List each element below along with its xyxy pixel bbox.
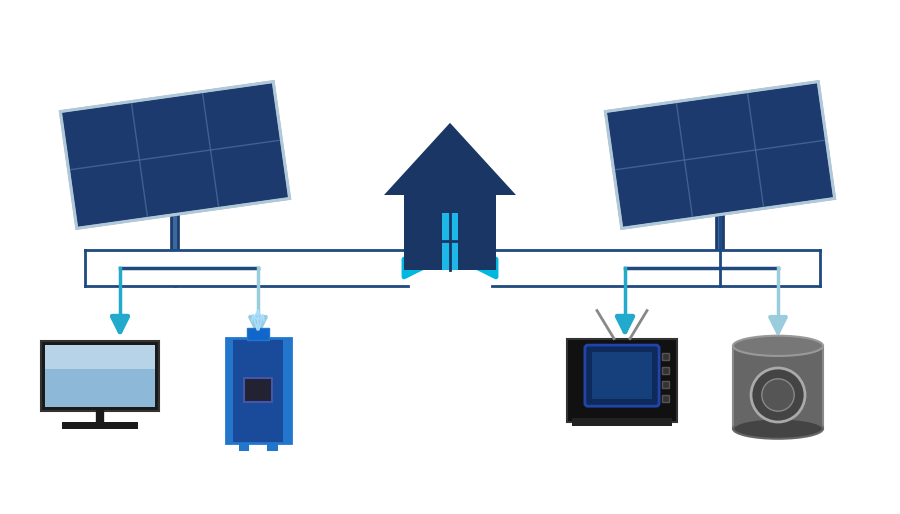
Bar (267, 443, 277, 450)
Polygon shape (606, 82, 834, 228)
Bar (404, 195, 496, 270)
Bar (442, 213, 458, 270)
Bar (567, 339, 677, 422)
Circle shape (761, 379, 794, 411)
Bar (572, 418, 672, 426)
FancyBboxPatch shape (585, 345, 659, 406)
Bar (247, 327, 269, 340)
Bar (592, 352, 652, 399)
Bar (283, 338, 291, 443)
Bar (226, 338, 291, 443)
Ellipse shape (733, 336, 823, 356)
Bar (238, 443, 249, 450)
Bar (245, 378, 272, 401)
Bar (662, 353, 669, 360)
Bar (41, 340, 159, 411)
Bar (45, 344, 155, 407)
Circle shape (751, 368, 805, 422)
Polygon shape (60, 82, 290, 228)
Polygon shape (384, 123, 516, 195)
Bar (468, 173, 483, 213)
Bar (662, 381, 669, 388)
Bar (733, 346, 823, 429)
Ellipse shape (733, 418, 823, 439)
Bar (662, 366, 669, 374)
Bar (61, 423, 139, 429)
Bar (226, 338, 233, 443)
Bar (662, 395, 669, 402)
Bar (45, 344, 155, 370)
